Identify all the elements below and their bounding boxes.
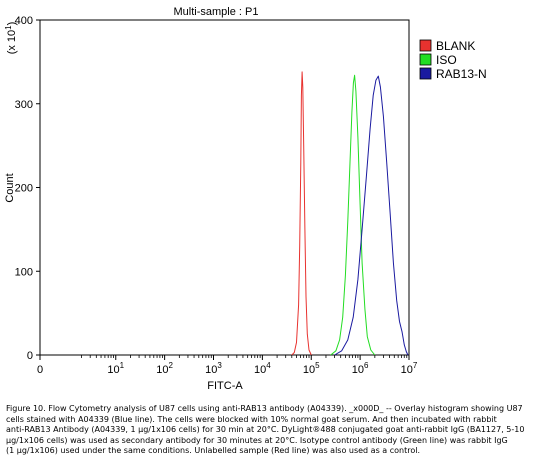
x-tick-label: 104 <box>254 361 271 376</box>
y-multiplier-text: (x 10 <box>6 30 18 54</box>
x-tick-label: 106 <box>352 361 369 376</box>
caption-line: (1 μg/1x106) used under the same conditi… <box>6 446 421 456</box>
x-tick-label: 101 <box>107 361 124 376</box>
y-multiplier-label: (x 101) <box>4 22 18 55</box>
y-tick-label: 100 <box>15 266 33 278</box>
x-tick-label: 103 <box>205 361 222 376</box>
legend-swatch <box>419 67 432 80</box>
y-multiplier-close: ) <box>6 22 18 26</box>
y-axis-ticks: 0 100 200 300 400 <box>15 15 40 362</box>
y-tick-label: 400 <box>15 15 33 27</box>
y-tick-label: 0 <box>27 350 33 362</box>
caption-line: Figure 10. Flow Cytometry analysis of U8… <box>6 404 523 413</box>
caption-line: cells stained with A04339 (Blue line). T… <box>6 414 497 424</box>
plot-area <box>291 71 409 356</box>
chart-title: Multi-sample : P1 <box>174 6 259 18</box>
y-tick-label: 300 <box>15 99 33 111</box>
legend-label: RAB13-N <box>436 67 487 81</box>
x-axis-ticks: 0 101 102 103 104 105 106 107 <box>37 355 418 376</box>
series-line-iso <box>330 74 376 356</box>
series-line-rab13-n <box>334 75 409 356</box>
legend-label: BLANK <box>436 39 475 53</box>
figure-caption: Figure 10. Flow Cytometry analysis of U8… <box>6 404 536 457</box>
y-axis-label: Count <box>4 173 16 202</box>
caption-line: μg/1x106 cells) was used as secondary an… <box>6 435 508 445</box>
x-tick-label: 105 <box>303 361 320 376</box>
x-tick-label: 0 <box>37 364 43 376</box>
x-axis-label: FITC-A <box>207 380 243 392</box>
x-tick-label: 107 <box>401 361 418 376</box>
plot-frame <box>39 19 410 356</box>
legend-swatch <box>419 53 432 66</box>
flow-cytometry-chart: Multi-sample : P1 (x 101) Count FITC-A 0… <box>4 6 487 392</box>
legend-swatch <box>419 39 432 52</box>
series-line-blank <box>291 71 312 356</box>
legend-label: ISO <box>436 53 457 67</box>
caption-line: anti-RAB13 Antibody (A04339, 1 μg/1x106 … <box>6 425 525 435</box>
y-tick-label: 200 <box>15 183 33 195</box>
x-tick-label: 102 <box>156 361 173 376</box>
y-multiplier-exp: 1 <box>4 25 13 30</box>
